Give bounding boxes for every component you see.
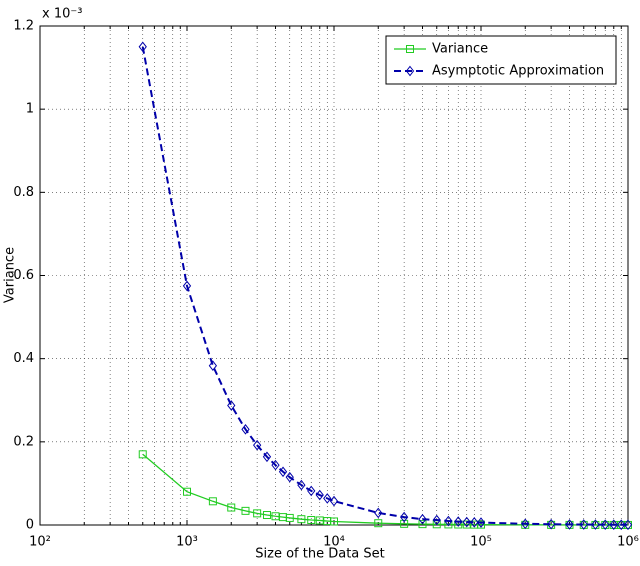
marker — [623, 519, 633, 531]
marker — [477, 520, 485, 529]
marker — [208, 360, 218, 372]
marker — [241, 506, 250, 515]
marker — [547, 518, 556, 530]
marker — [330, 517, 338, 526]
y-tick-label: 0.2 — [13, 434, 34, 449]
legend-box — [385, 35, 617, 85]
marker — [315, 516, 324, 525]
marker — [400, 519, 409, 528]
marker — [579, 519, 588, 530]
marker — [609, 519, 618, 531]
marker — [476, 517, 486, 528]
marker — [323, 493, 332, 504]
marker — [297, 479, 306, 491]
marker — [521, 518, 530, 530]
x-axis-label: Size of the Data Set — [255, 547, 384, 562]
marker — [253, 509, 262, 518]
marker — [432, 514, 441, 526]
marker — [617, 519, 626, 531]
y-tick-label: 0 — [26, 518, 34, 533]
series-line — [141, 46, 628, 526]
marker — [285, 471, 294, 483]
x-tick-label: 10⁵ — [470, 535, 492, 550]
y-tick-label: 0.4 — [13, 351, 34, 366]
marker — [307, 516, 316, 525]
marker — [297, 515, 306, 524]
y-tick-label: 0.8 — [13, 185, 34, 200]
x-tick-label: 10² — [29, 535, 51, 550]
marker — [183, 487, 191, 496]
marker — [227, 503, 236, 512]
marker — [406, 45, 414, 53]
marker — [374, 507, 383, 519]
marker — [227, 400, 236, 411]
marker — [208, 497, 217, 506]
marker — [285, 513, 294, 522]
marker — [307, 485, 316, 497]
x-tick-label: 10⁴ — [323, 535, 345, 550]
marker — [454, 516, 463, 527]
legend-label: Variance — [432, 42, 488, 57]
y-tick-label: 1 — [26, 102, 34, 117]
marker — [138, 41, 147, 53]
y-tick-label: 1.2 — [13, 19, 34, 34]
marker — [182, 280, 192, 292]
marker — [241, 424, 250, 435]
x-tick-label: 10⁶ — [617, 535, 639, 550]
marker — [138, 450, 147, 459]
marker — [262, 511, 271, 520]
marker — [444, 515, 453, 527]
marker — [470, 517, 479, 528]
y-axis-label: Variance — [3, 247, 18, 303]
marker — [374, 519, 383, 528]
marker — [329, 495, 339, 507]
legend-label: Asymptotic Approximation — [432, 64, 604, 79]
marker — [565, 519, 574, 530]
marker — [462, 516, 471, 528]
marker — [253, 439, 262, 451]
y-multiplier: x 10⁻³ — [42, 7, 82, 22]
marker — [262, 451, 272, 463]
marker — [315, 489, 324, 501]
marker — [271, 459, 280, 471]
marker — [418, 513, 427, 525]
marker — [400, 511, 409, 523]
y-tick-label: 0.6 — [13, 268, 34, 283]
marker — [271, 512, 280, 521]
x-tick-label: 10³ — [176, 535, 198, 550]
marker — [591, 519, 600, 530]
marker — [601, 519, 610, 530]
marker — [418, 520, 427, 529]
marker — [405, 65, 415, 77]
marker — [278, 466, 288, 478]
